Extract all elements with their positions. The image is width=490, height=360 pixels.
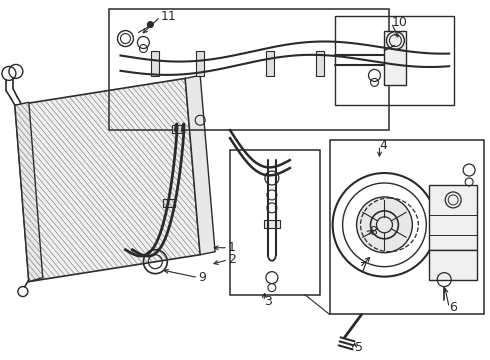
Bar [385, 31, 406, 85]
Bar [335, 15, 454, 105]
Text: 8: 8 [369, 225, 377, 238]
Bar [151, 50, 159, 76]
Bar [316, 50, 324, 76]
Text: 6: 6 [449, 301, 457, 314]
Circle shape [357, 197, 413, 253]
Bar [230, 150, 319, 294]
Polygon shape [15, 78, 200, 282]
Bar [196, 50, 204, 76]
Bar [108, 9, 390, 130]
Text: 7: 7 [360, 261, 368, 274]
Bar [429, 250, 477, 280]
Text: 9: 9 [198, 271, 206, 284]
Bar [266, 50, 274, 76]
Polygon shape [185, 75, 215, 255]
Text: 5: 5 [355, 341, 363, 354]
Bar [429, 185, 477, 250]
Bar [172, 125, 184, 133]
Circle shape [147, 22, 153, 28]
Bar [163, 199, 175, 207]
Bar [264, 220, 280, 228]
Text: 2: 2 [228, 253, 236, 266]
Text: 4: 4 [379, 139, 388, 152]
Polygon shape [15, 102, 43, 282]
Text: 11: 11 [160, 10, 176, 23]
Bar [330, 140, 484, 315]
Text: 3: 3 [264, 295, 272, 308]
Text: 10: 10 [392, 16, 407, 29]
Text: 1: 1 [228, 241, 236, 254]
